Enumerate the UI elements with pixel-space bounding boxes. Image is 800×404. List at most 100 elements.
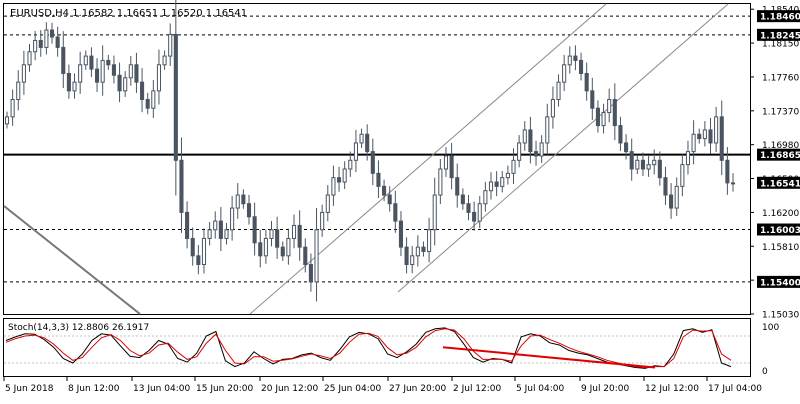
candle bbox=[27, 43, 32, 72]
candle-body-bull bbox=[201, 237, 207, 266]
candle-body-bull bbox=[83, 55, 88, 66]
candle-body-bull bbox=[652, 159, 657, 166]
price-axis[interactable]: 1.185401.181501.177601.173701.169801.165… bbox=[750, 6, 799, 321]
candle bbox=[134, 52, 139, 93]
time-tick-label: 20 Jun 12:00 bbox=[261, 384, 318, 394]
candle bbox=[702, 121, 707, 147]
candle bbox=[500, 170, 505, 193]
candle-body-bull bbox=[635, 159, 640, 170]
time-tick-label: 27 Jun 20:00 bbox=[389, 384, 446, 394]
channel-lower-line[interactable] bbox=[397, 3, 729, 293]
candle-body-bear bbox=[66, 72, 71, 92]
candle-body-bear bbox=[404, 246, 409, 266]
candle bbox=[196, 244, 201, 275]
channel-upper-line[interactable] bbox=[249, 3, 607, 315]
candle-body-bull bbox=[269, 229, 274, 239]
stoch-title: Stoch(14,3,3) 12.8806 26.1917 bbox=[8, 323, 149, 333]
candle-body-bear bbox=[49, 29, 55, 38]
candle bbox=[382, 179, 387, 202]
stoch-plot-frame[interactable] bbox=[3, 318, 751, 377]
candle bbox=[353, 129, 358, 173]
candle bbox=[511, 148, 516, 185]
candle bbox=[38, 30, 43, 57]
candle bbox=[263, 229, 268, 264]
price-plot-frame[interactable] bbox=[3, 3, 751, 315]
candle bbox=[624, 134, 629, 160]
candle bbox=[410, 246, 415, 274]
candle-body-bull bbox=[320, 211, 325, 231]
price-tick-label: 1.15810 bbox=[762, 243, 799, 253]
candle bbox=[652, 149, 657, 175]
candle-body-bull bbox=[646, 164, 651, 170]
price-level-badge-bg bbox=[757, 275, 800, 288]
candle-body-bear bbox=[145, 99, 150, 109]
candle bbox=[66, 64, 71, 99]
price-level-badge: 1.16541 bbox=[757, 176, 800, 189]
time-tick-label: 5 Jun 2018 bbox=[5, 384, 54, 394]
time-tick-label: 13 Jun 04:00 bbox=[133, 384, 190, 394]
candle-body-bear bbox=[466, 203, 471, 213]
candle bbox=[342, 161, 347, 190]
candle-body-bull bbox=[415, 246, 420, 257]
candle bbox=[49, 22, 55, 44]
candle-body-bull bbox=[16, 81, 21, 101]
candle bbox=[106, 54, 111, 70]
price-tick-label: 1.15030 bbox=[762, 311, 799, 321]
price-tick-label: 1.17370 bbox=[762, 107, 799, 117]
candle-body-bear bbox=[640, 159, 646, 170]
candle-body-bear bbox=[218, 220, 223, 239]
candle bbox=[528, 116, 533, 164]
candle-body-bear bbox=[472, 211, 477, 222]
candle-body-bear bbox=[460, 194, 465, 205]
candle bbox=[100, 45, 105, 96]
candle bbox=[213, 211, 218, 239]
candle-body-bear bbox=[370, 151, 375, 174]
candle-body-bull bbox=[286, 237, 291, 257]
candle bbox=[218, 207, 223, 252]
candle bbox=[348, 151, 353, 177]
candle bbox=[190, 227, 195, 266]
candle bbox=[618, 116, 623, 151]
candle bbox=[89, 47, 94, 78]
candle bbox=[224, 223, 229, 245]
candle-body-bull bbox=[123, 77, 128, 92]
candle bbox=[123, 71, 128, 97]
candle bbox=[128, 55, 133, 86]
candle bbox=[601, 103, 606, 134]
divergence-line[interactable] bbox=[442, 346, 656, 369]
candle bbox=[669, 183, 674, 219]
price-level-badge-bg bbox=[757, 223, 800, 236]
descending-trend-line[interactable] bbox=[3, 205, 141, 315]
candle-body-bear bbox=[173, 33, 178, 161]
candle-body-bull bbox=[4, 116, 10, 125]
candle bbox=[640, 152, 646, 176]
candle-body-bull bbox=[213, 220, 218, 231]
candle bbox=[730, 173, 736, 192]
candle bbox=[539, 135, 544, 163]
candle bbox=[550, 86, 555, 129]
time-axis[interactable]: 5 Jun 2018 8 Jun 12:00 13 Jun 04:00 15 Jun … bbox=[3, 377, 762, 394]
candle bbox=[460, 188, 465, 210]
time-tick-label: 15 Jun 20:00 bbox=[196, 384, 253, 394]
candle-body-bull bbox=[207, 229, 212, 239]
candle bbox=[657, 151, 662, 186]
candle bbox=[494, 171, 499, 197]
candle bbox=[185, 201, 190, 249]
candle bbox=[230, 196, 235, 241]
candle-body-bull bbox=[156, 64, 162, 92]
candle bbox=[55, 26, 60, 57]
candle-body-bull bbox=[353, 142, 358, 161]
candle-body-bull bbox=[562, 64, 567, 83]
candle bbox=[365, 124, 370, 161]
candle bbox=[78, 51, 83, 94]
candle-body-bull bbox=[348, 159, 353, 170]
price-level-badge-bg bbox=[757, 10, 800, 23]
candle-body-bear bbox=[190, 237, 195, 257]
candle bbox=[663, 166, 668, 205]
candle bbox=[286, 228, 291, 265]
candle bbox=[387, 186, 392, 212]
candle bbox=[359, 128, 364, 149]
candle bbox=[483, 181, 488, 212]
